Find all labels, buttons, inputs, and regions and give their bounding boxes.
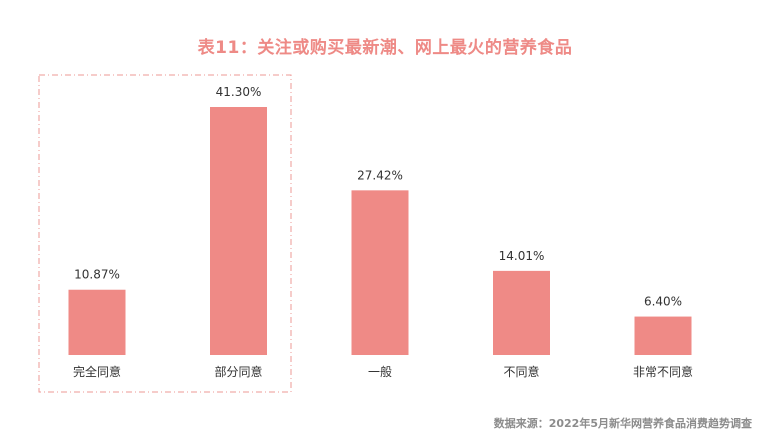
source-note: 数据来源：2022年5月新华网营养食品消费趋势调查 [493,417,752,430]
category-label-1: 部分同意 [214,364,262,379]
category-label-0: 完全同意 [73,364,121,379]
bar-3 [493,270,550,355]
value-label-0: 10.87% [74,268,120,282]
bar-1 [210,107,267,355]
bar-4 [634,316,692,355]
value-label-2: 27.42% [357,168,403,182]
highlight-dashed-box [38,74,292,393]
category-labels-layer: 完全同意 部分同意 一般 不同意 非常不同意 [73,364,693,379]
labels-layer: 10.87% 41.30% 27.42% 14.01% 6.40% [74,85,682,309]
chart-title: 表11：关注或购买最新潮、网上最火的营养食品 [197,38,573,58]
category-label-3: 不同意 [503,364,539,379]
category-label-2: 一般 [368,364,392,379]
value-label-1: 41.30% [216,85,262,99]
bars-layer [68,107,692,355]
bar-0 [68,289,126,355]
bar-2 [351,190,409,355]
category-label-4: 非常不同意 [633,364,693,379]
value-label-3: 14.01% [499,249,545,263]
value-label-4: 6.40% [644,295,682,309]
